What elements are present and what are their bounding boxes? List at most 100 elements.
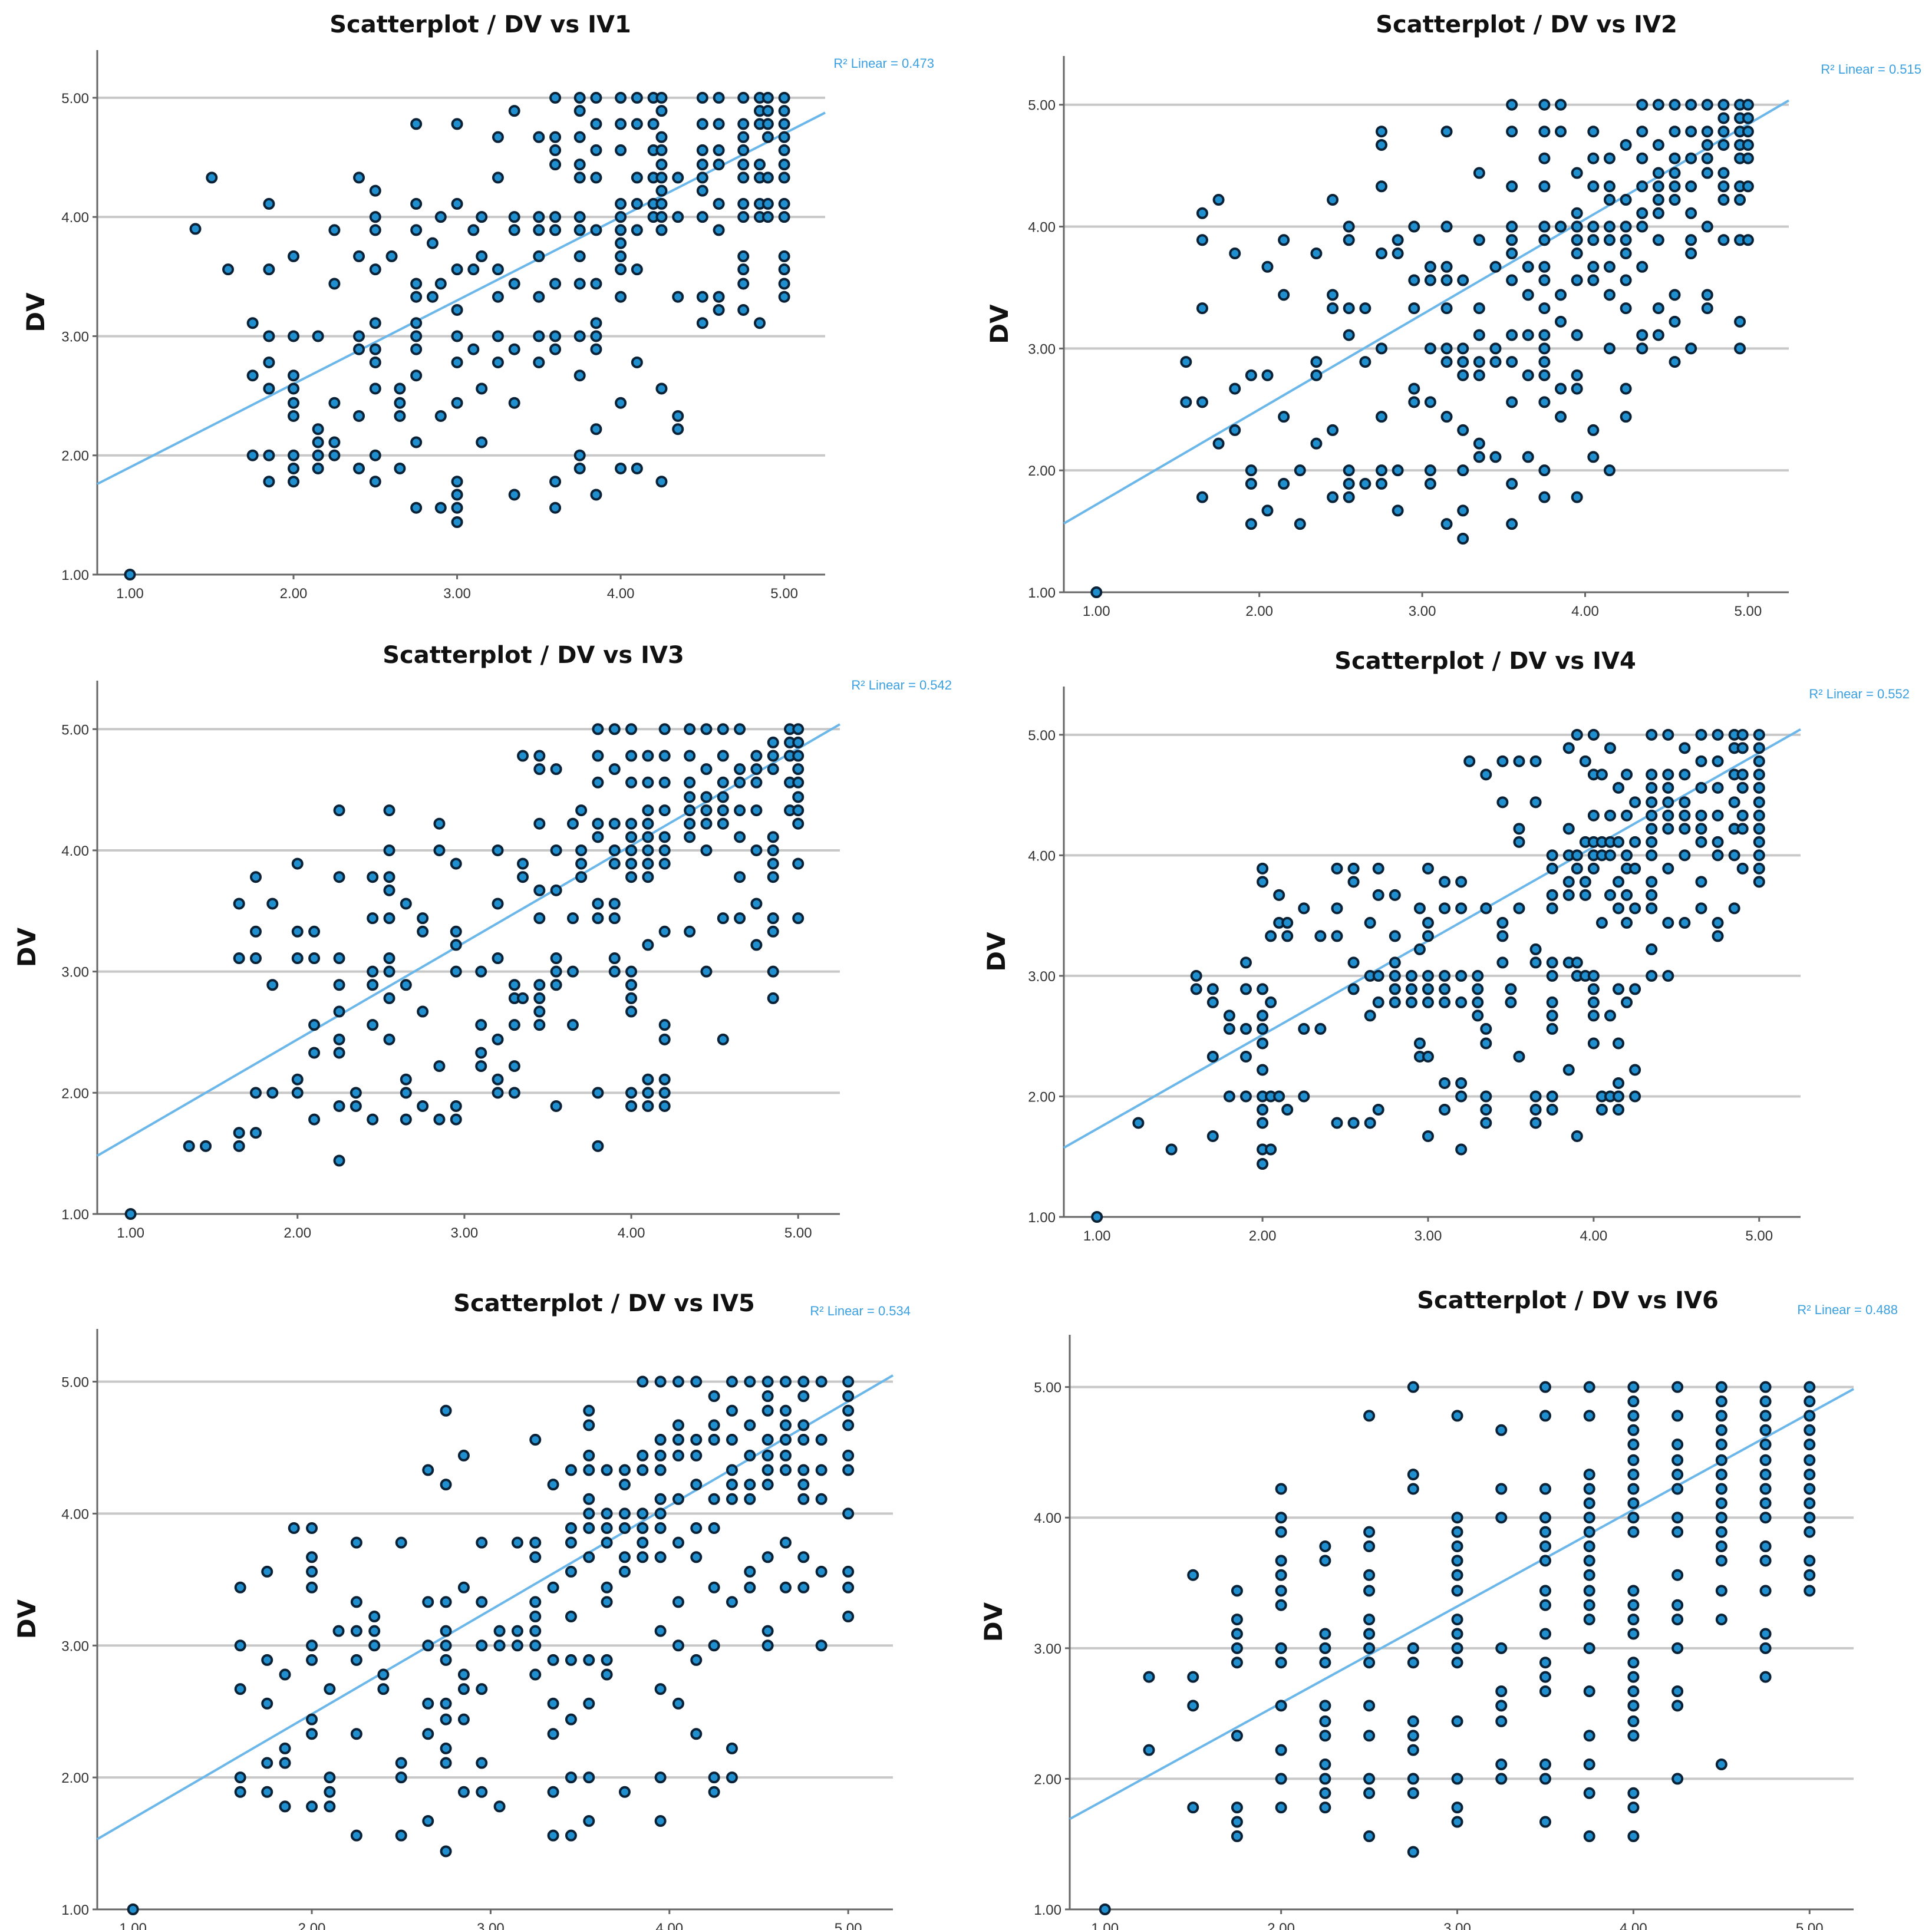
r2-label: R² Linear = 0.515	[1821, 62, 1921, 77]
data-point	[1753, 849, 1765, 862]
data-point	[1239, 1090, 1252, 1103]
data-point	[1712, 781, 1724, 794]
data-point	[1343, 491, 1355, 503]
data-point	[642, 804, 654, 817]
data-point	[1278, 411, 1290, 423]
data-point	[625, 979, 638, 991]
data-point	[367, 1113, 379, 1126]
data-point	[350, 1536, 362, 1549]
data-point	[1424, 274, 1436, 286]
data-point	[1495, 1773, 1508, 1785]
data-point	[476, 436, 488, 448]
data-point	[1278, 477, 1290, 490]
data-point	[1636, 180, 1649, 193]
data-point	[642, 857, 654, 870]
data-point	[761, 91, 774, 104]
data-point	[1679, 809, 1691, 822]
data-point	[533, 356, 545, 368]
y-axis-label: DV	[979, 1602, 1008, 1642]
data-point	[1257, 1037, 1269, 1050]
x-tick-label: 4.00	[607, 586, 635, 602]
data-point	[1310, 356, 1323, 368]
data-point	[1571, 1130, 1583, 1142]
data-point	[1671, 1439, 1684, 1451]
data-point	[1392, 464, 1404, 477]
data-point	[734, 776, 746, 789]
data-point	[778, 159, 790, 171]
data-point	[744, 1449, 756, 1461]
data-point	[1424, 477, 1436, 490]
data-point	[625, 1005, 638, 1018]
data-point	[1455, 996, 1468, 1008]
data-point	[1587, 728, 1600, 741]
data-point	[750, 898, 763, 910]
data-point	[1529, 1090, 1542, 1103]
data-point	[672, 1697, 684, 1710]
data-point	[1736, 728, 1749, 741]
y-tick-label: 5.00	[61, 722, 89, 738]
data-point	[696, 91, 708, 104]
data-point	[1583, 1614, 1595, 1626]
data-point	[654, 1464, 667, 1476]
data-point	[696, 211, 708, 223]
data-point	[288, 369, 300, 382]
x-tick-label: 4.00	[618, 1225, 645, 1241]
data-point	[306, 1551, 318, 1563]
data-point	[1759, 1628, 1772, 1640]
data-point	[761, 1434, 774, 1446]
data-point	[549, 330, 562, 342]
y-tick-label: 3.00	[61, 965, 89, 981]
data-point	[750, 776, 763, 789]
fit-line	[1069, 1388, 1854, 1820]
data-point	[690, 1522, 703, 1535]
data-point	[1627, 1512, 1640, 1524]
data-point	[1753, 781, 1765, 794]
data-point	[1701, 98, 1713, 111]
data-point	[1212, 437, 1225, 450]
data-point	[700, 723, 713, 735]
x-tick-label: 2.00	[280, 586, 308, 602]
data-point	[761, 1449, 774, 1461]
data-point	[369, 476, 381, 488]
data-point	[492, 171, 504, 184]
data-point	[1375, 248, 1387, 260]
data-point	[547, 1697, 559, 1710]
data-point	[1407, 1483, 1419, 1495]
data-point	[1480, 1103, 1492, 1116]
data-point	[583, 1419, 595, 1431]
data-point	[1265, 1143, 1277, 1156]
data-point	[508, 1087, 520, 1099]
data-point	[1196, 396, 1208, 408]
data-point	[779, 1404, 792, 1417]
data-point	[1389, 956, 1401, 969]
data-point	[1319, 1773, 1331, 1785]
y-tick-label: 1.00	[1034, 1902, 1061, 1918]
data-point	[792, 776, 805, 789]
y-tick-label: 4.00	[1028, 220, 1056, 236]
data-point	[1245, 477, 1257, 490]
data-point	[726, 1375, 738, 1388]
data-point	[1627, 1395, 1640, 1408]
data-point	[1804, 1454, 1816, 1466]
data-point	[565, 1654, 577, 1666]
data-point	[1363, 1410, 1376, 1422]
data-point	[1804, 1395, 1816, 1408]
data-point	[761, 211, 774, 223]
y-tick-label: 4.00	[61, 1506, 89, 1522]
data-point	[1583, 1410, 1595, 1422]
data-point	[1613, 876, 1625, 888]
data-point	[451, 356, 463, 368]
data-point	[127, 1903, 139, 1915]
data-point	[590, 91, 602, 104]
data-point	[1424, 464, 1436, 477]
data-point	[306, 1522, 318, 1535]
data-point	[1480, 902, 1492, 915]
data-point	[324, 1771, 336, 1784]
data-point	[1712, 849, 1724, 862]
data-point	[1587, 983, 1600, 995]
data-point	[1451, 1585, 1463, 1597]
data-point	[1636, 98, 1649, 111]
data-point	[1636, 342, 1649, 355]
data-point	[1620, 382, 1632, 395]
data-point	[779, 1419, 792, 1431]
